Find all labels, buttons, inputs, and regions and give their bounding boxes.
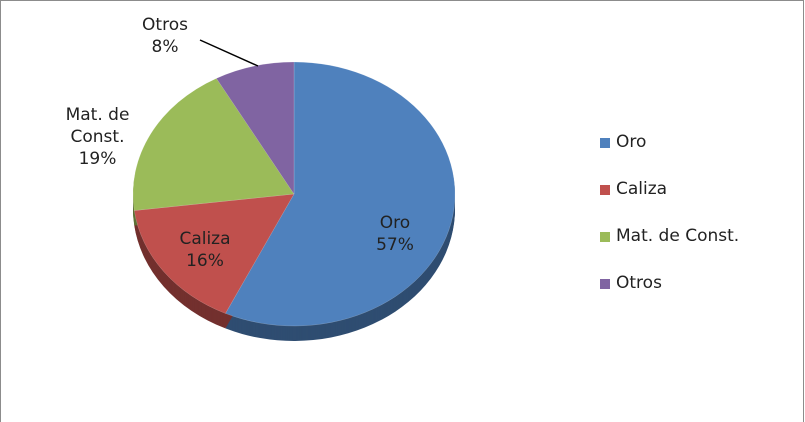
- leader-line: [199, 39, 259, 67]
- label-value: 16%: [186, 251, 224, 271]
- slice: [132, 78, 295, 211]
- slice: [133, 193, 295, 314]
- legend-swatch: [600, 232, 610, 242]
- slice: [216, 61, 295, 195]
- data-label: Oro 57%: [335, 212, 455, 256]
- legend-swatch: [600, 279, 610, 289]
- label-name: Oro: [379, 213, 411, 233]
- legend-swatch: [600, 138, 610, 148]
- data-label: Mat. de Const. 19%: [40, 104, 155, 170]
- data-label: Otros 8%: [110, 14, 220, 58]
- label-name: Mat. de Const.: [65, 105, 130, 147]
- label-value: 57%: [376, 235, 414, 255]
- data-label: Caliza 16%: [145, 228, 265, 272]
- label-value: 8%: [151, 37, 179, 57]
- legend-swatch: [600, 185, 610, 195]
- legend-label: Mat. de Const.: [616, 226, 740, 246]
- legend-label: Otros: [616, 273, 662, 293]
- legend-label: Oro: [616, 132, 647, 152]
- label-value: 19%: [78, 149, 117, 169]
- legend-label: Caliza: [616, 179, 668, 199]
- label-name: Otros: [142, 15, 188, 35]
- label-name: Caliza: [179, 229, 231, 249]
- slice: [225, 61, 456, 327]
